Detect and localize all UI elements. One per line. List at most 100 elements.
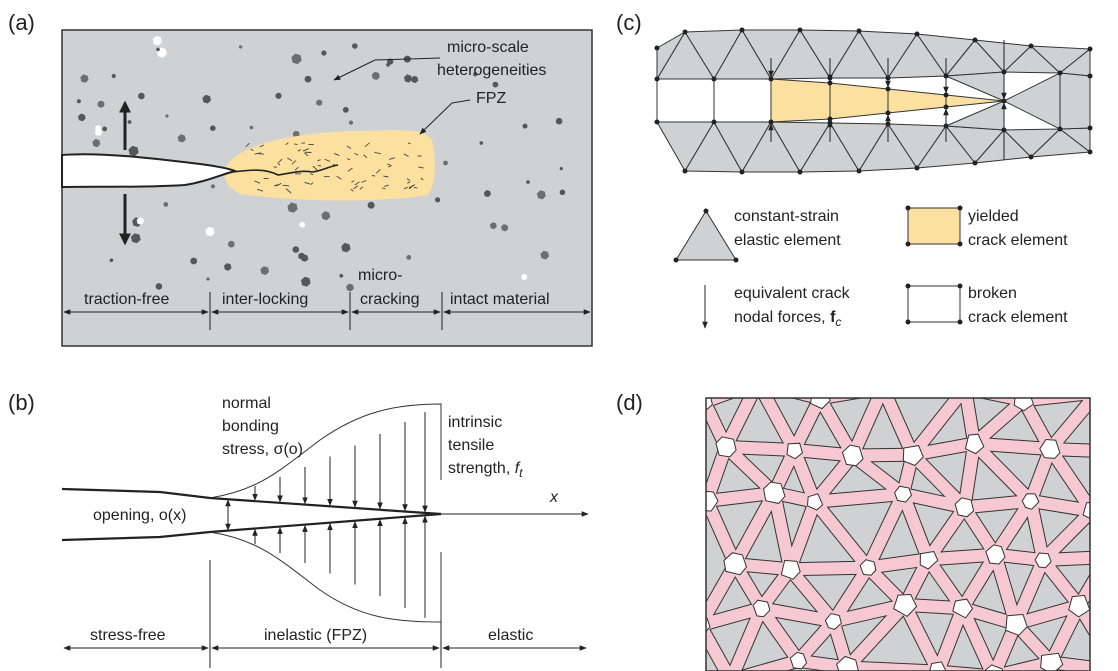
lattice-node (919, 550, 939, 570)
particle (298, 252, 305, 260)
microcrack (363, 154, 368, 159)
particle (76, 99, 81, 104)
lattice-node (1107, 660, 1118, 671)
lower-crack-face (61, 512, 442, 542)
microcrack (278, 158, 283, 163)
panel-c-label: (c) (616, 10, 642, 35)
microcrack (312, 165, 318, 171)
bond-element (788, 398, 826, 453)
node (856, 28, 862, 34)
legend-constant-strain-1: constant-strain (734, 208, 839, 225)
stress-label-1: normal (222, 395, 271, 412)
particle (404, 74, 412, 83)
heterogeneities-label-1: micro-scale (447, 39, 529, 56)
microcrack (384, 184, 389, 187)
fpz-zone (224, 130, 435, 201)
lattice-node (859, 559, 877, 576)
particle (260, 266, 269, 275)
lattice-node (789, 651, 808, 670)
lattice-frame (705, 397, 1091, 671)
bond-element (1045, 602, 1085, 666)
panel-d-label: (d) (616, 390, 643, 415)
lattice-node (894, 485, 912, 503)
particle (156, 47, 160, 52)
bond-element (927, 548, 996, 566)
particle (473, 72, 478, 77)
lattice-node (892, 593, 918, 618)
lattice-node (748, 372, 769, 393)
particle (540, 250, 549, 260)
microcrack (259, 144, 265, 148)
microcrack (273, 184, 279, 187)
particle (152, 36, 162, 46)
legend-constant-strain-2: elastic element (734, 232, 841, 249)
legend-broken-rect (907, 285, 961, 323)
bond-element (990, 497, 1036, 558)
particle (287, 202, 298, 213)
microcrack (350, 188, 354, 192)
microcrack (250, 148, 254, 151)
bond-element (862, 491, 909, 571)
microcrack (304, 181, 310, 185)
microcrack (407, 142, 411, 145)
bond-element (1086, 511, 1090, 524)
particle (95, 128, 102, 136)
node (1057, 70, 1063, 76)
bond-element (721, 442, 779, 498)
element (656, 30, 687, 81)
lattice-node (786, 442, 804, 460)
panel-b: (b) x opening, o(x) normal bonding stres… (8, 390, 589, 668)
node (856, 168, 862, 174)
microcrack (403, 186, 408, 190)
particle (386, 63, 390, 67)
bond-element (706, 486, 775, 507)
particle (526, 180, 530, 184)
particle (138, 92, 145, 100)
particle (348, 120, 354, 125)
bond-element (901, 488, 966, 514)
bond-element (706, 498, 741, 567)
bond-element (957, 605, 998, 671)
zone-elastic: elastic (488, 627, 533, 644)
particle (341, 242, 351, 253)
bond-element (756, 604, 804, 665)
lattice-node (1068, 594, 1090, 618)
bond-element (932, 606, 969, 671)
bond-element (788, 447, 821, 504)
particle (321, 50, 327, 56)
bond-element (908, 450, 969, 512)
panel-d: (d) (616, 372, 1118, 671)
bond-outline (1085, 511, 1090, 527)
microcrack (408, 184, 416, 189)
particle (136, 217, 144, 225)
particle (127, 120, 132, 124)
legend-yielded-node (957, 205, 963, 211)
bond-element (1042, 551, 1090, 567)
microcrack (359, 186, 364, 190)
node (972, 160, 978, 166)
particle (249, 125, 254, 130)
microcrack-dashes (245, 142, 424, 194)
bond-element (923, 503, 970, 563)
lattice-node (929, 661, 947, 671)
node (682, 168, 688, 174)
microcrack (256, 188, 264, 192)
bond-element (852, 448, 913, 462)
node (797, 169, 803, 175)
particle (111, 73, 116, 79)
bond-element (1074, 602, 1090, 636)
microcrack (282, 184, 290, 187)
particle (190, 257, 198, 265)
bond-element (989, 552, 1022, 626)
legend-yielded-rect (907, 207, 961, 245)
particle (443, 160, 448, 166)
legend-broken-node (905, 319, 911, 325)
particle (238, 45, 243, 49)
lattice-node (780, 559, 801, 580)
bond-element (880, 398, 919, 458)
microcrack (285, 142, 289, 146)
legend-yielded-node (905, 205, 911, 211)
microcrack (361, 180, 367, 183)
node (739, 169, 745, 175)
node (711, 119, 717, 125)
